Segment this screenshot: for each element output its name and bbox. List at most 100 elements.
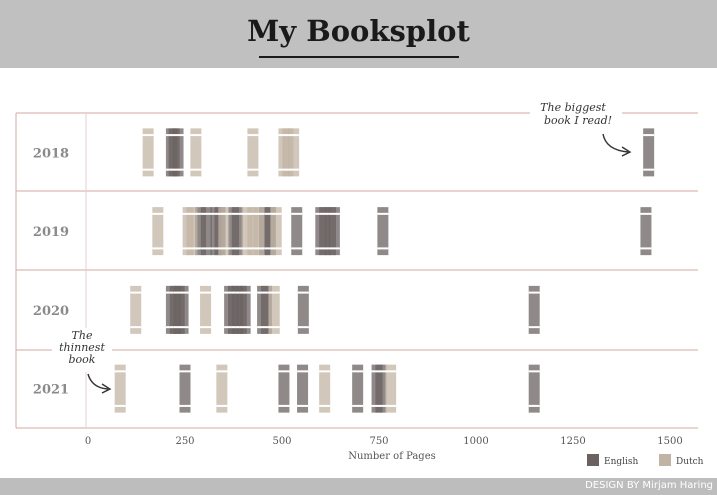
book-band bbox=[239, 326, 251, 329]
book-spine bbox=[278, 364, 290, 413]
book-band bbox=[216, 370, 228, 373]
book-band bbox=[172, 168, 184, 171]
book-spine bbox=[218, 207, 230, 256]
book-band bbox=[142, 168, 154, 171]
book-english bbox=[297, 285, 309, 334]
annotation-thinnest-book: The thinnest book bbox=[59, 329, 105, 366]
book-band bbox=[278, 370, 290, 373]
book-spine bbox=[643, 128, 655, 177]
book-band bbox=[130, 326, 142, 329]
book-band bbox=[297, 370, 309, 373]
book-band bbox=[200, 247, 212, 250]
book-spine bbox=[297, 285, 309, 334]
book-band bbox=[319, 404, 331, 407]
book-band bbox=[247, 212, 259, 215]
book-english bbox=[200, 207, 212, 256]
book-english bbox=[377, 207, 389, 256]
book-band bbox=[328, 212, 340, 215]
annotation-arrowhead-thinnest bbox=[101, 383, 112, 394]
annotation-arrow-thinnest bbox=[87, 373, 109, 390]
book-band bbox=[200, 291, 212, 294]
book-band bbox=[190, 168, 202, 171]
book-english bbox=[328, 207, 340, 256]
book-spine bbox=[200, 285, 212, 334]
book-band bbox=[142, 134, 154, 137]
book-english bbox=[640, 207, 652, 256]
book-english bbox=[278, 364, 290, 413]
year-label-2019: 2019 bbox=[33, 225, 69, 240]
book-band bbox=[172, 134, 184, 137]
book-band bbox=[385, 404, 397, 407]
book-spine bbox=[319, 207, 331, 256]
book-spine bbox=[297, 364, 309, 413]
annotation-arrow-biggest bbox=[602, 133, 629, 153]
book-band bbox=[288, 134, 300, 137]
book-english bbox=[260, 285, 272, 334]
annotation-biggest-book: The biggest book I read! bbox=[540, 101, 612, 127]
book-band bbox=[200, 212, 212, 215]
book-dutch bbox=[200, 285, 212, 334]
book-band bbox=[177, 326, 189, 329]
book-spine bbox=[259, 207, 271, 256]
book-spine bbox=[260, 285, 272, 334]
book-band bbox=[264, 247, 276, 250]
book-spine bbox=[282, 128, 294, 177]
book-band bbox=[352, 370, 364, 373]
book-band bbox=[186, 212, 198, 215]
book-english bbox=[172, 128, 184, 177]
x-tick-label: 250 bbox=[175, 436, 194, 447]
book-band bbox=[177, 291, 189, 294]
book-band bbox=[319, 212, 331, 215]
book-spine bbox=[375, 364, 387, 413]
book-band bbox=[375, 370, 387, 373]
book-band bbox=[328, 247, 340, 250]
book-band bbox=[247, 134, 259, 137]
book-dutch bbox=[152, 207, 164, 256]
book-band bbox=[218, 247, 230, 250]
legend-label-english: English bbox=[604, 457, 639, 467]
book-dutch bbox=[247, 128, 259, 177]
year-label-2021: 2021 bbox=[33, 383, 69, 398]
book-band bbox=[200, 326, 212, 329]
book-band bbox=[186, 247, 198, 250]
book-band bbox=[319, 247, 331, 250]
book-band bbox=[195, 247, 207, 250]
book-dutch bbox=[253, 207, 265, 256]
book-band bbox=[179, 404, 191, 407]
book-band bbox=[643, 134, 655, 137]
book-band bbox=[385, 370, 397, 373]
x-axis-label: Number of Pages bbox=[348, 451, 436, 462]
book-spine bbox=[114, 364, 126, 413]
book-spine bbox=[247, 128, 259, 177]
book-band bbox=[640, 212, 652, 215]
book-english bbox=[528, 364, 540, 413]
x-tick-label: 1500 bbox=[657, 436, 682, 447]
book-dutch bbox=[186, 207, 198, 256]
book-band bbox=[114, 370, 126, 373]
book-spine bbox=[352, 364, 364, 413]
book-spine bbox=[152, 207, 164, 256]
annotation-backing bbox=[52, 328, 112, 372]
book-band bbox=[528, 370, 540, 373]
book-spine bbox=[385, 364, 397, 413]
book-band bbox=[231, 247, 243, 250]
book-spine bbox=[186, 207, 198, 256]
book-english bbox=[239, 285, 251, 334]
book-dutch bbox=[288, 128, 300, 177]
book-band bbox=[218, 212, 230, 215]
book-english bbox=[231, 207, 243, 256]
book-dutch bbox=[142, 128, 154, 177]
book-spine bbox=[288, 128, 300, 177]
book-dutch bbox=[190, 128, 202, 177]
book-english bbox=[319, 207, 331, 256]
book-band bbox=[297, 326, 309, 329]
book-english bbox=[352, 364, 364, 413]
book-dutch bbox=[385, 364, 397, 413]
book-band bbox=[260, 291, 272, 294]
footer-credit: DESIGN BY Mirjam Haring bbox=[585, 480, 713, 491]
book-spine bbox=[177, 285, 189, 334]
book-band bbox=[152, 247, 164, 250]
book-band bbox=[179, 370, 191, 373]
book-band bbox=[268, 291, 280, 294]
book-spine bbox=[253, 207, 265, 256]
